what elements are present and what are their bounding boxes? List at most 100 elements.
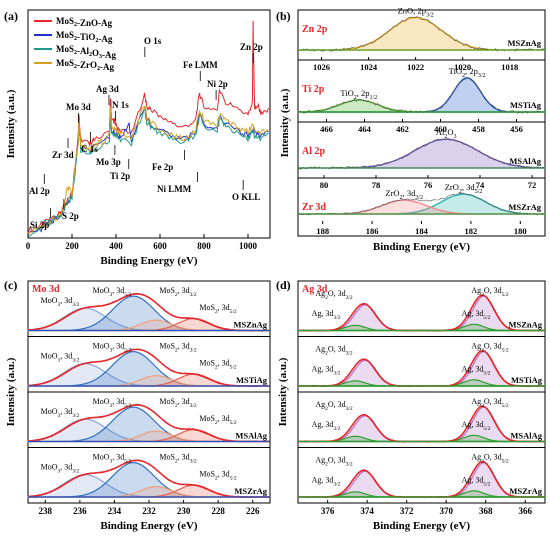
peak-label: Ag, 3d5/2 — [462, 476, 491, 488]
peak-label-part: 2 — [481, 403, 484, 409]
peak-annotation: O 1s — [144, 36, 162, 46]
x-tick-label: 376 — [321, 506, 335, 516]
legend-label-part: 2 — [74, 50, 77, 56]
peak-label-part: MoO — [41, 407, 58, 416]
subpanel-label: Al 2p — [302, 146, 326, 157]
peak-label-part: 5/2 — [483, 426, 490, 432]
peak-annotation: Ag 3d — [96, 84, 119, 94]
peak-annotation: Ni 2p — [207, 79, 228, 89]
envelope-line — [27, 348, 270, 387]
legend-label-part: MoS — [56, 58, 74, 68]
peak-annotation: Ti 2p — [110, 171, 130, 181]
peak-label: ZrO2, 3d3/2 — [385, 188, 423, 201]
peak-label-part: 3/2 — [333, 371, 340, 377]
peak-label: Ag2O, 3d3/2 — [315, 400, 353, 412]
peak-label-part: MoO — [93, 286, 110, 295]
peak-label-part: 3/2 — [346, 462, 353, 468]
peak-label-part: 2 — [215, 309, 218, 315]
peak-label-part: 3 — [58, 469, 61, 475]
peak-label-part: O, 3d — [484, 397, 502, 406]
fitted-peak — [298, 138, 546, 169]
peak-label-part: Ag, 3d — [462, 476, 484, 485]
peak-label-part: 5/2 — [230, 420, 237, 426]
x-tick-label: 200 — [65, 241, 79, 251]
peak-label-part: 5/2 — [502, 348, 509, 354]
peak-annotation: Mo 3d — [66, 102, 91, 112]
peak-label-part: 3/2 — [190, 459, 197, 465]
peak-label-part: 2 — [400, 195, 403, 201]
envelope-line — [298, 405, 545, 443]
peak-label-part: Ag — [315, 289, 325, 298]
peak-label-part: 3/2 — [190, 403, 197, 409]
series-line — [27, 105, 269, 235]
peak-label-part: MoS — [199, 303, 215, 312]
peak-label-part: MoS — [159, 453, 175, 462]
x-tick-label: 1022 — [407, 62, 424, 72]
x-tick-label: 72 — [528, 180, 537, 190]
x-tick-label: 186 — [366, 226, 379, 236]
peak-label: MoS2, 3d5/2 — [199, 470, 237, 482]
x-tick-label: 232 — [142, 506, 156, 516]
sample-label: MSZrAg — [508, 202, 541, 212]
peak-label: Ag, 3d5/2 — [462, 420, 491, 432]
legend-label: MoS2-ZnO-Ag — [56, 16, 113, 28]
peak-label-part: MoS — [159, 397, 175, 406]
peak-label-part: 2 — [175, 403, 178, 409]
peak-label-part: 3/2 — [190, 348, 197, 354]
x-tick-label: 0 — [26, 241, 31, 251]
peak-label: MoO3, 3d3/2 — [41, 407, 80, 419]
x-tick-label: 238 — [39, 506, 53, 516]
peak-annotation: Fe 2p — [152, 162, 173, 172]
peak-label-part: , 2p — [357, 88, 370, 98]
peak-label-part: 3/2 — [426, 13, 434, 19]
x-axis-label: Binding Energy (eV) — [100, 255, 198, 267]
x-tick-label: 400 — [109, 241, 123, 251]
x-tick-label: 78 — [372, 180, 381, 190]
peak-label: Ag2O, 3d5/2 — [471, 286, 509, 298]
peak-label-part: 2 — [459, 189, 462, 195]
peak-label: TiO2, 2p3/2 — [449, 66, 486, 79]
peak-label-part: , 3d — [462, 182, 476, 192]
peak-label: Ag2O, 3d3/2 — [315, 289, 353, 301]
x-tick-label: 182 — [465, 226, 478, 236]
peak-label: MoO3, 3d3/2 — [41, 296, 80, 308]
peak-label-part: Ag, 3d — [312, 476, 334, 485]
peak-label: TiO2, 2p1/2 — [340, 88, 377, 101]
peak-label: Ag2O, 3d3/2 — [315, 456, 353, 468]
peak-label-part: 3 — [58, 413, 61, 419]
peak-label-part: 3/2 — [478, 73, 486, 79]
sample-label: MSTiAg — [236, 375, 268, 385]
peak-label-part: 2 — [444, 134, 447, 140]
peak-label-part: 3 — [110, 403, 113, 409]
peak-label-part: Ag — [315, 400, 325, 409]
legend-label-part: -ZnO-Ag — [77, 18, 113, 28]
x-tick-label: 464 — [358, 124, 372, 134]
panel-title: Ag 3d — [302, 284, 328, 295]
panel-label: (b) — [276, 9, 291, 23]
x-tick-label: 374 — [360, 506, 374, 516]
peak-label-part: MoO — [41, 296, 58, 305]
peak-label-part: MoO — [93, 453, 110, 462]
peak-label-part: ZrO — [385, 188, 399, 198]
peak-label-part: 5/2 — [230, 309, 237, 315]
x-tick-label: 456 — [510, 124, 523, 134]
x-tick-label: 76 — [424, 180, 433, 190]
peak-label: Ag, 3d3/2 — [312, 420, 341, 432]
x-tick-label: 236 — [73, 506, 87, 516]
peak-label-part: 2 — [354, 95, 357, 101]
peak-label-part: 2 — [215, 476, 218, 482]
peak-label-part: 3 — [58, 302, 61, 308]
peak-label: Ag, 3d3/2 — [312, 476, 341, 488]
legend-label-part: 2 — [97, 66, 100, 72]
peak-label-part: O, 3d — [328, 456, 346, 465]
peak-label-part: 1/2 — [370, 95, 378, 101]
peak-label-part: 5/2 — [124, 459, 131, 465]
legend-label-part: 2 — [74, 22, 77, 28]
peak-label: Ag, 3d5/2 — [462, 365, 491, 377]
sample-label: MSTiAg — [511, 375, 543, 385]
peak-label-part: 5/2 — [483, 371, 490, 377]
peak-label-part: 5/2 — [475, 189, 483, 195]
x-tick-label: 1018 — [501, 62, 518, 72]
peak-label-part: 3/2 — [72, 469, 79, 475]
